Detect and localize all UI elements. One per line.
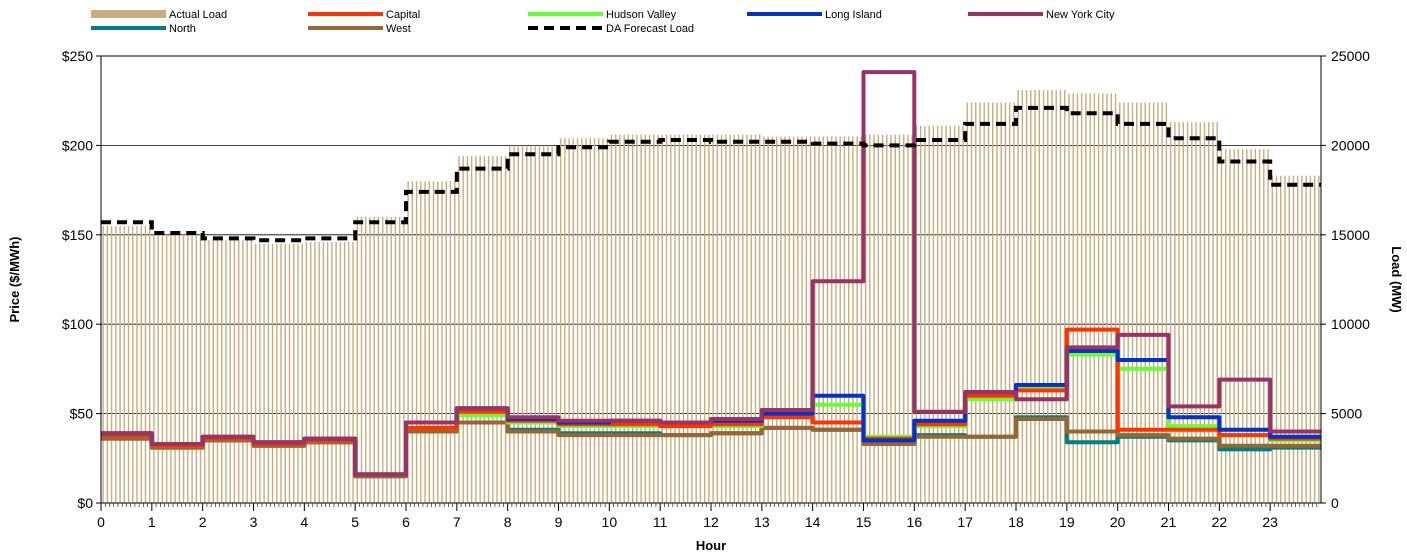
- series-line-da-forecast-load: [101, 105, 1321, 243]
- x-tick-label: 14: [805, 514, 821, 530]
- y-tick-label: $200: [62, 137, 93, 153]
- legend-label-hudson-valley: Hudson Valley: [606, 9, 677, 21]
- y2-tick-label: 15000: [1331, 227, 1370, 243]
- legend-swatch-actual-load: [91, 10, 166, 18]
- x-tick-label: 16: [907, 514, 923, 530]
- y-tick-label: $50: [70, 406, 94, 422]
- x-tick-label: 8: [504, 514, 512, 530]
- x-tick-label: 2: [199, 514, 207, 530]
- x-tick-label: 4: [300, 514, 308, 530]
- y2-tick-label: 10000: [1331, 316, 1370, 332]
- x-tick-label: 17: [957, 514, 973, 530]
- right-axis-ticks: 0 5000 10000 15000 20000 25000: [1321, 48, 1370, 511]
- x-tick-label: 7: [453, 514, 461, 530]
- x-tick-label: 21: [1161, 514, 1177, 530]
- x-axis-ticks: 0 1 2 3 4 5 6 7 8 9 10 11 12 13 14 15 16 17 18 19 20 21 22 23: [97, 503, 1318, 530]
- legend-label-new-york-city: New York City: [1046, 9, 1115, 21]
- x-tick-label: 3: [250, 514, 258, 530]
- x-tick-label: 12: [703, 514, 719, 530]
- x-tick-label: 6: [402, 514, 410, 530]
- price-lines: [101, 70, 1321, 479]
- legend: Actual Load Capital Hudson Valley Long Isla…: [91, 9, 1115, 35]
- x-tick-label: 18: [1008, 514, 1024, 530]
- y-axis-title: Price ($/MWh): [7, 237, 22, 323]
- x-tick-label: 19: [1059, 514, 1075, 530]
- legend-label-north: North: [169, 23, 196, 35]
- x-tick-label: 23: [1262, 514, 1278, 530]
- x-tick-label: 15: [856, 514, 872, 530]
- legend-label-long-island: Long Island: [825, 9, 882, 21]
- x-tick-label: 9: [555, 514, 563, 530]
- legend-label-west: West: [386, 23, 411, 35]
- y2-axis-title: Load (MW): [1389, 246, 1404, 312]
- legend-label-actual-load: Actual Load: [169, 9, 227, 21]
- x-tick-label: 11: [653, 514, 668, 530]
- x-tick-label: 10: [602, 514, 618, 530]
- y2-tick-label: 20000: [1331, 137, 1370, 153]
- legend-label-da-forecast-load: DA Forecast Load: [606, 23, 694, 35]
- y-tick-label: $250: [62, 48, 93, 64]
- y-tick-label: $150: [62, 227, 93, 243]
- x-axis-title: Hour: [696, 538, 726, 553]
- x-tick-label: 1: [148, 514, 156, 530]
- x-tick-label: 0: [97, 514, 105, 530]
- x-tick-label: 13: [754, 514, 770, 530]
- legend-label-capital: Capital: [386, 9, 420, 21]
- y-tick-label: $100: [62, 316, 93, 332]
- x-tick-label: 22: [1212, 514, 1228, 530]
- y2-tick-label: 5000: [1331, 406, 1362, 422]
- y2-tick-label: 0: [1331, 495, 1339, 511]
- series-line-new-york-city: [101, 70, 1321, 477]
- y2-tick-label: 25000: [1331, 48, 1370, 64]
- y-tick-label: $0: [77, 495, 93, 511]
- left-axis-ticks: $0 $50 $100 $150 $200 $250: [62, 48, 101, 511]
- actual-load-bars: [102, 89, 1320, 503]
- x-tick-label: 20: [1110, 514, 1126, 530]
- x-tick-label: 5: [351, 514, 359, 530]
- da-forecast-line: [101, 105, 1321, 243]
